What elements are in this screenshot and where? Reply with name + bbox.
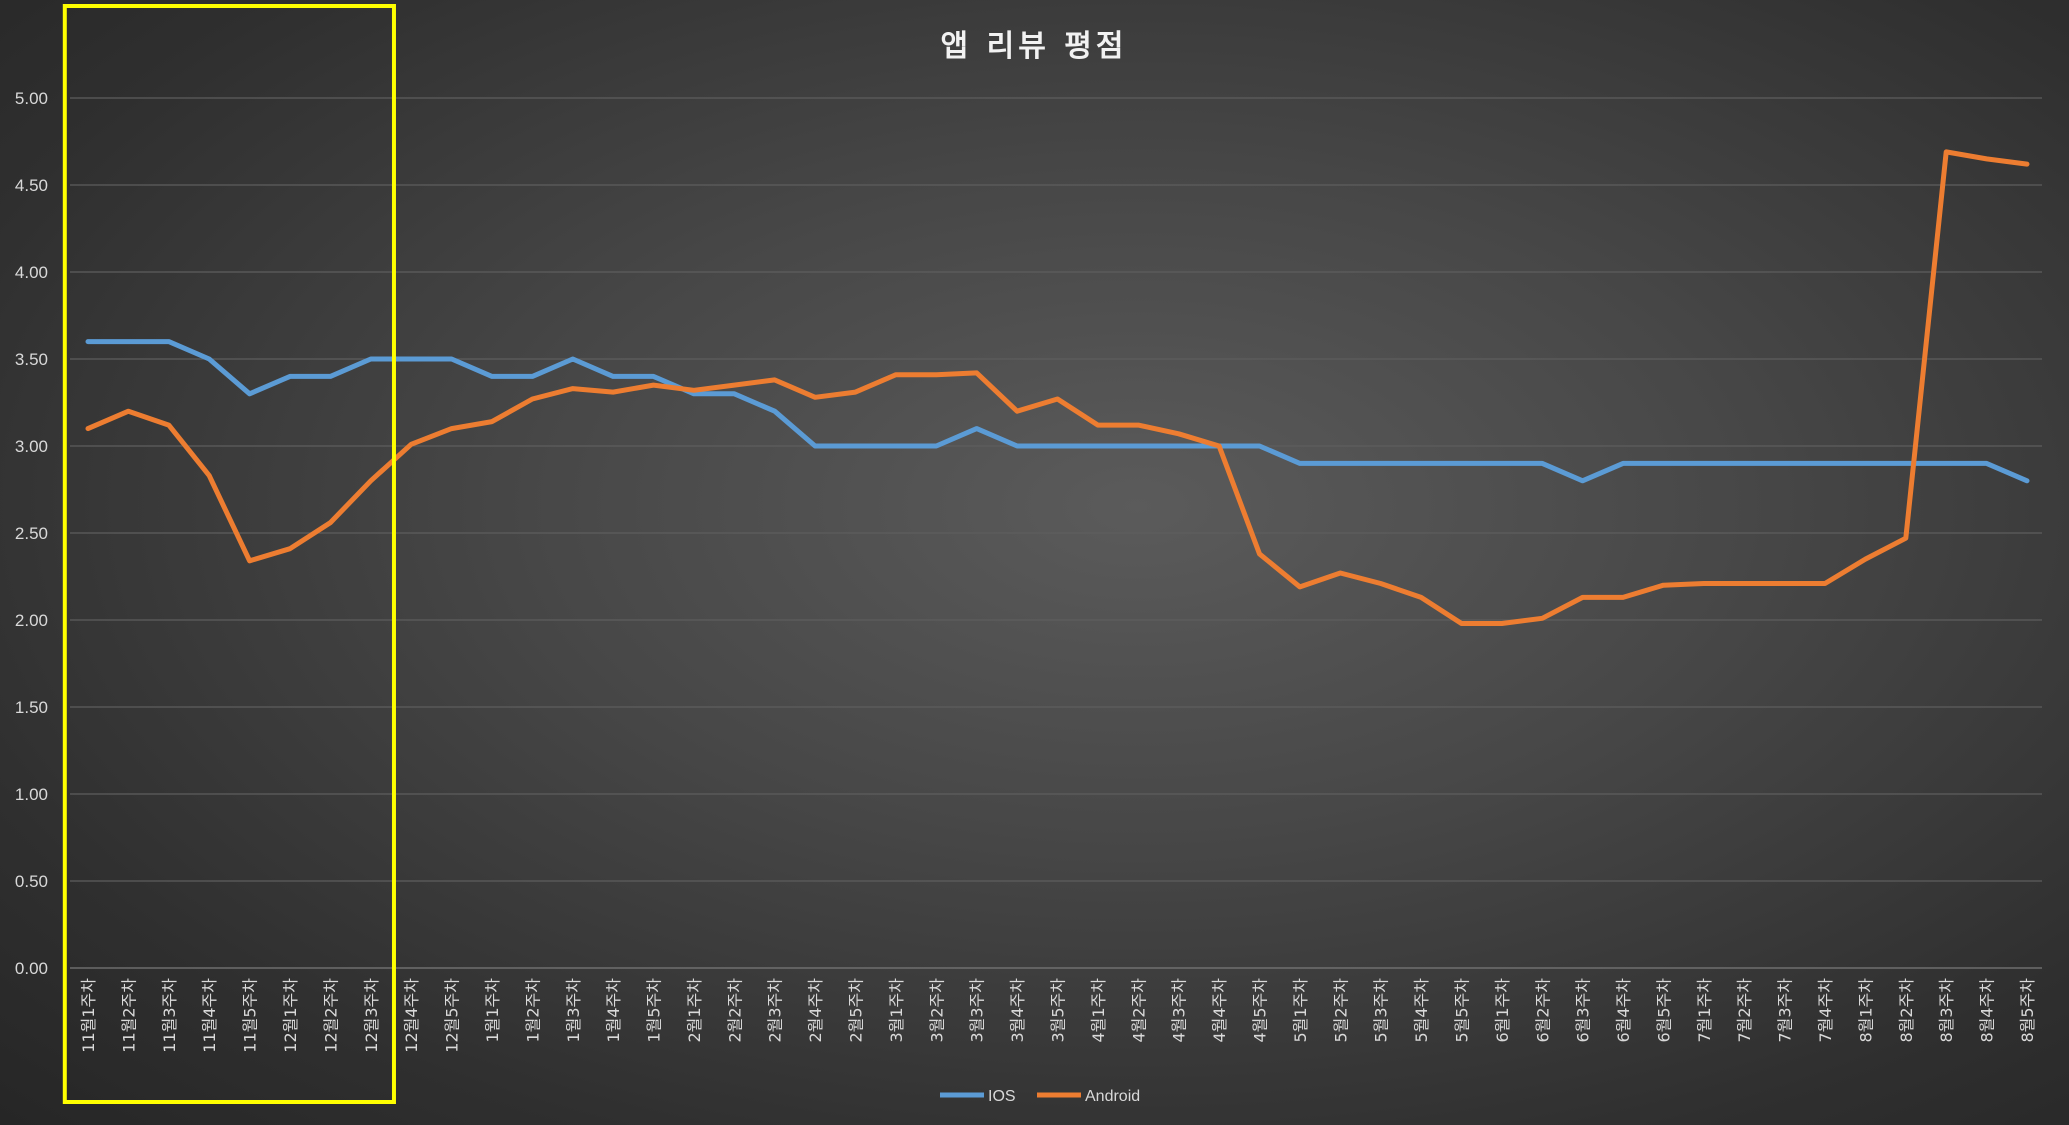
- x-tick-label: 5월3주차: [1372, 978, 1391, 1043]
- y-tick-label: 2.50: [15, 524, 48, 543]
- x-tick-label: 11월1주차: [79, 978, 98, 1053]
- highlight-box: [62, 4, 396, 1104]
- x-tick-label: 2월4주차: [806, 978, 825, 1043]
- x-tick-label: 2월2주차: [725, 978, 744, 1043]
- x-axis-ticks: 11월1주차 11월2주차 11월3주차 11월4주차 11월5주차 12월1주차 12월2…: [79, 978, 2037, 1053]
- x-tick-label: 12월4주차: [402, 978, 421, 1053]
- x-tick-label: 11월5주차: [241, 978, 260, 1053]
- y-tick-label: 4.50: [15, 176, 48, 195]
- x-tick-label: 12월2주차: [321, 978, 340, 1053]
- x-tick-label: 6월2주차: [1533, 978, 1552, 1043]
- legend: IOS Android: [940, 1088, 1140, 1105]
- y-tick-label: 0.00: [15, 959, 48, 978]
- x-tick-label: 7월4주차: [1816, 978, 1835, 1043]
- x-tick-label: 5월5주차: [1452, 978, 1471, 1043]
- chart-title: 앱 리뷰 평점: [941, 29, 1128, 64]
- x-tick-label: 8월2주차: [1897, 978, 1916, 1043]
- x-tick-label: 4월2주차: [1129, 978, 1148, 1043]
- x-tick-label: 2월3주차: [766, 978, 785, 1043]
- x-tick-label: 1월5주차: [645, 978, 664, 1043]
- x-tick-label: 3월5주차: [1049, 978, 1068, 1043]
- x-tick-label: 1월4주차: [604, 978, 623, 1043]
- y-tick-label: 0.50: [15, 872, 48, 891]
- x-tick-label: 4월5주차: [1250, 978, 1269, 1043]
- highlight-rectangle: [62, 4, 396, 1104]
- x-tick-label: 5월1주차: [1291, 978, 1310, 1043]
- series-lines: [85, 149, 2030, 626]
- x-tick-label: 1월1주차: [483, 978, 502, 1043]
- x-tick-label: 5월2주차: [1331, 978, 1350, 1043]
- x-tick-label: 8월1주차: [1856, 978, 1875, 1043]
- legend-label-ios: IOS: [988, 1088, 1016, 1105]
- y-tick-label: 3.00: [15, 437, 48, 456]
- x-tick-label: 6월1주차: [1493, 978, 1512, 1043]
- x-tick-label: 6월4주차: [1614, 978, 1633, 1043]
- x-tick-label: 3월4주차: [1008, 978, 1027, 1043]
- x-tick-label: 1월2주차: [523, 978, 542, 1043]
- y-tick-label: 3.50: [15, 350, 48, 369]
- x-tick-label: 8월5주차: [2018, 978, 2037, 1043]
- x-tick-label: 12월3주차: [362, 978, 381, 1053]
- y-tick-label: 2.00: [15, 611, 48, 630]
- x-tick-label: 11월4주차: [200, 978, 219, 1053]
- x-tick-label: 8월3주차: [1937, 978, 1956, 1043]
- x-tick-label: 4월4주차: [1210, 978, 1229, 1043]
- legend-label-android: Android: [1085, 1088, 1140, 1105]
- x-tick-label: 2월1주차: [685, 978, 704, 1043]
- x-tick-label: 7월2주차: [1735, 978, 1754, 1043]
- y-axis-ticks: 0.00 0.50 1.00 1.50 2.00 2.50 3.00 3.50 4.00 4.50…: [15, 89, 48, 978]
- x-tick-label: 1월3주차: [564, 978, 583, 1043]
- x-tick-label: 5월4주차: [1412, 978, 1431, 1043]
- x-tick-label: 11월3주차: [160, 978, 179, 1053]
- x-tick-label: 4월1주차: [1089, 978, 1108, 1043]
- y-tick-label: 1.00: [15, 785, 48, 804]
- x-tick-label: 7월3주차: [1776, 978, 1795, 1043]
- x-tick-label: 3월3주차: [968, 978, 987, 1043]
- x-tick-label: 2월5주차: [847, 978, 866, 1043]
- y-tick-label: 1.50: [15, 698, 48, 717]
- series-line-android: [85, 149, 2030, 626]
- gridlines: [70, 97, 2042, 969]
- x-tick-label: 4월3주차: [1170, 978, 1189, 1043]
- x-tick-label: 8월4주차: [1978, 978, 1997, 1043]
- x-tick-label: 12월5주차: [443, 978, 462, 1053]
- x-tick-label: 3월1주차: [887, 978, 906, 1043]
- series-line-ios: [85, 339, 2030, 484]
- y-tick-label: 4.00: [15, 263, 48, 282]
- x-tick-label: 11월2주차: [119, 978, 138, 1053]
- x-tick-label: 6월5주차: [1654, 978, 1673, 1043]
- x-tick-label: 3월2주차: [927, 978, 946, 1043]
- x-tick-label: 12월1주차: [281, 978, 300, 1053]
- y-tick-label: 5.00: [15, 89, 48, 108]
- x-tick-label: 6월3주차: [1574, 978, 1593, 1043]
- x-tick-label: 7월1주차: [1695, 978, 1714, 1043]
